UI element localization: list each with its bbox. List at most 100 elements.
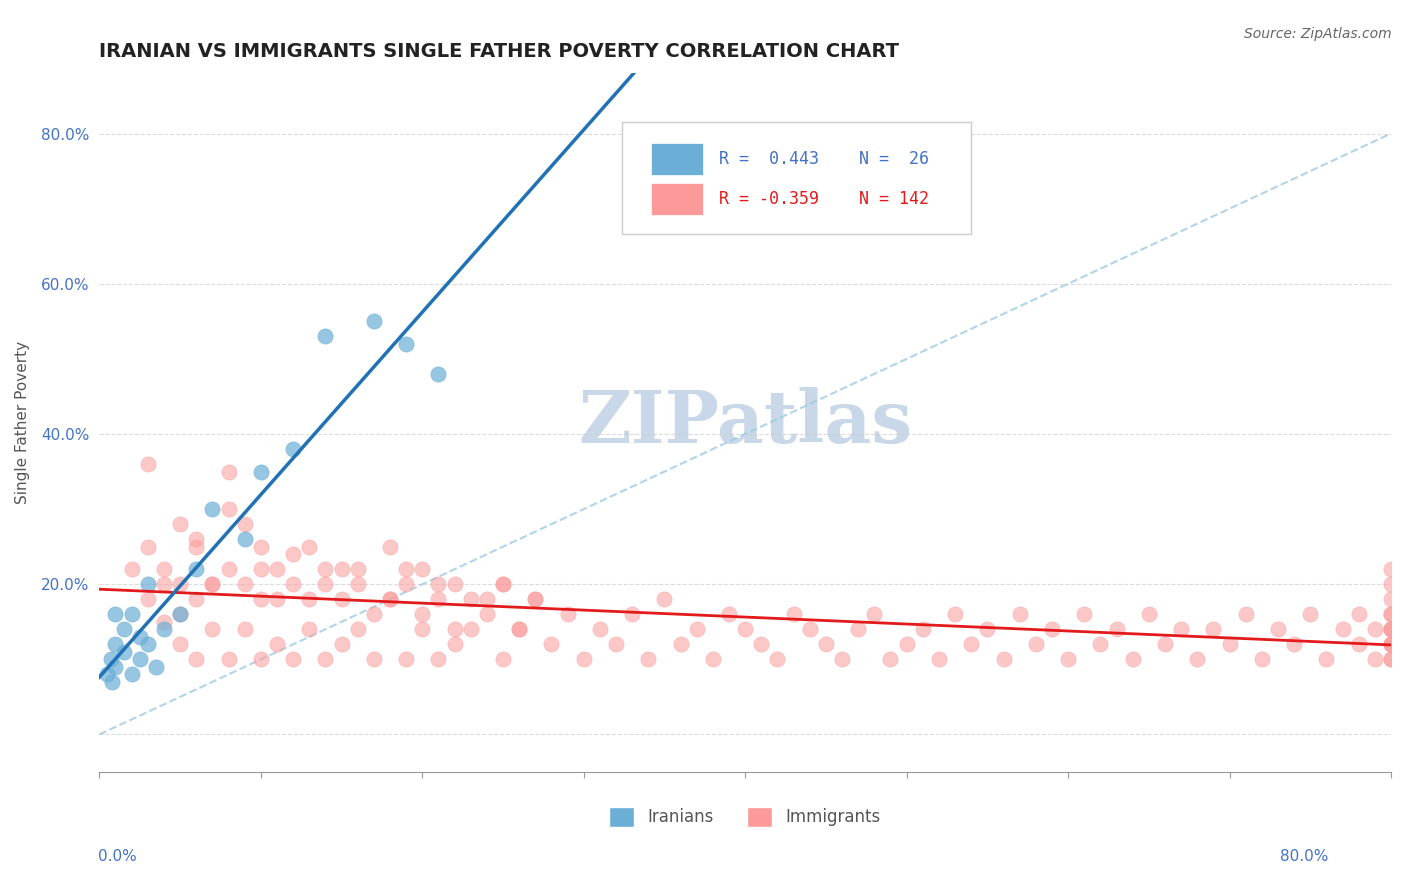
Point	[572, 652, 595, 666]
Point	[1379, 623, 1402, 637]
Point	[734, 623, 756, 637]
Point	[557, 607, 579, 622]
Point	[153, 615, 176, 629]
Point	[201, 577, 224, 591]
Point	[314, 652, 336, 666]
Point	[1187, 652, 1209, 666]
Point	[1379, 592, 1402, 607]
Point	[233, 623, 256, 637]
Point	[378, 540, 401, 554]
Point	[218, 502, 240, 516]
Point	[378, 592, 401, 607]
Point	[153, 562, 176, 576]
Point	[943, 607, 966, 622]
Point	[1379, 577, 1402, 591]
Point	[281, 652, 304, 666]
Point	[100, 652, 122, 666]
Point	[654, 592, 676, 607]
Point	[911, 623, 934, 637]
Point	[104, 607, 127, 622]
Point	[218, 562, 240, 576]
Point	[186, 532, 208, 546]
Point	[492, 577, 515, 591]
Point	[201, 502, 224, 516]
Point	[1379, 637, 1402, 651]
Point	[1379, 637, 1402, 651]
Point	[314, 562, 336, 576]
Point	[249, 652, 271, 666]
Point	[718, 607, 741, 622]
Point	[1379, 562, 1402, 576]
Text: IRANIAN VS IMMIGRANTS SINGLE FATHER POVERTY CORRELATION CHART: IRANIAN VS IMMIGRANTS SINGLE FATHER POVE…	[100, 42, 900, 61]
Point	[169, 607, 191, 622]
Point	[1267, 623, 1289, 637]
Point	[475, 607, 498, 622]
Point	[831, 652, 853, 666]
Point	[1073, 607, 1095, 622]
Point	[153, 577, 176, 591]
Point	[1379, 637, 1402, 651]
Point	[136, 577, 159, 591]
Point	[1250, 652, 1272, 666]
Point	[427, 652, 450, 666]
Point	[1122, 652, 1144, 666]
Point	[395, 577, 418, 591]
Point	[395, 652, 418, 666]
Point	[702, 652, 724, 666]
FancyBboxPatch shape	[651, 183, 703, 215]
Point	[1379, 623, 1402, 637]
Point	[249, 592, 271, 607]
Point	[101, 674, 124, 689]
Point	[1347, 637, 1369, 651]
Point	[128, 652, 150, 666]
Point	[136, 540, 159, 554]
Point	[460, 592, 482, 607]
Legend: Iranians, Immigrants: Iranians, Immigrants	[603, 800, 887, 834]
Point	[637, 652, 659, 666]
Point	[201, 577, 224, 591]
Point	[799, 623, 821, 637]
Point	[136, 457, 159, 471]
Point	[896, 637, 918, 651]
Point	[669, 637, 692, 651]
Point	[508, 623, 530, 637]
Point	[96, 667, 118, 681]
Point	[976, 623, 998, 637]
Point	[395, 336, 418, 351]
Point	[363, 652, 385, 666]
Point	[443, 637, 465, 651]
Point	[411, 607, 433, 622]
Text: R = -0.359    N = 142: R = -0.359 N = 142	[720, 190, 929, 208]
Point	[378, 592, 401, 607]
Point	[266, 592, 288, 607]
Point	[314, 329, 336, 343]
Point	[1379, 623, 1402, 637]
Point	[314, 577, 336, 591]
Point	[145, 660, 167, 674]
Point	[427, 577, 450, 591]
Point	[960, 637, 983, 651]
Point	[186, 652, 208, 666]
Point	[346, 577, 368, 591]
Point	[233, 517, 256, 532]
Point	[112, 623, 135, 637]
Point	[1364, 652, 1386, 666]
Point	[1105, 623, 1128, 637]
Text: ZIPatlas: ZIPatlas	[578, 387, 912, 458]
Point	[814, 637, 837, 651]
Point	[1137, 607, 1160, 622]
Point	[169, 637, 191, 651]
Point	[1040, 623, 1063, 637]
Text: Source: ZipAtlas.com: Source: ZipAtlas.com	[1244, 27, 1392, 41]
Point	[1364, 623, 1386, 637]
Point	[1170, 623, 1192, 637]
Point	[475, 592, 498, 607]
Point	[169, 607, 191, 622]
Point	[1218, 637, 1240, 651]
Point	[460, 623, 482, 637]
Point	[1315, 652, 1337, 666]
Point	[1154, 637, 1177, 651]
Point	[298, 623, 321, 637]
Point	[782, 607, 804, 622]
Point	[218, 652, 240, 666]
